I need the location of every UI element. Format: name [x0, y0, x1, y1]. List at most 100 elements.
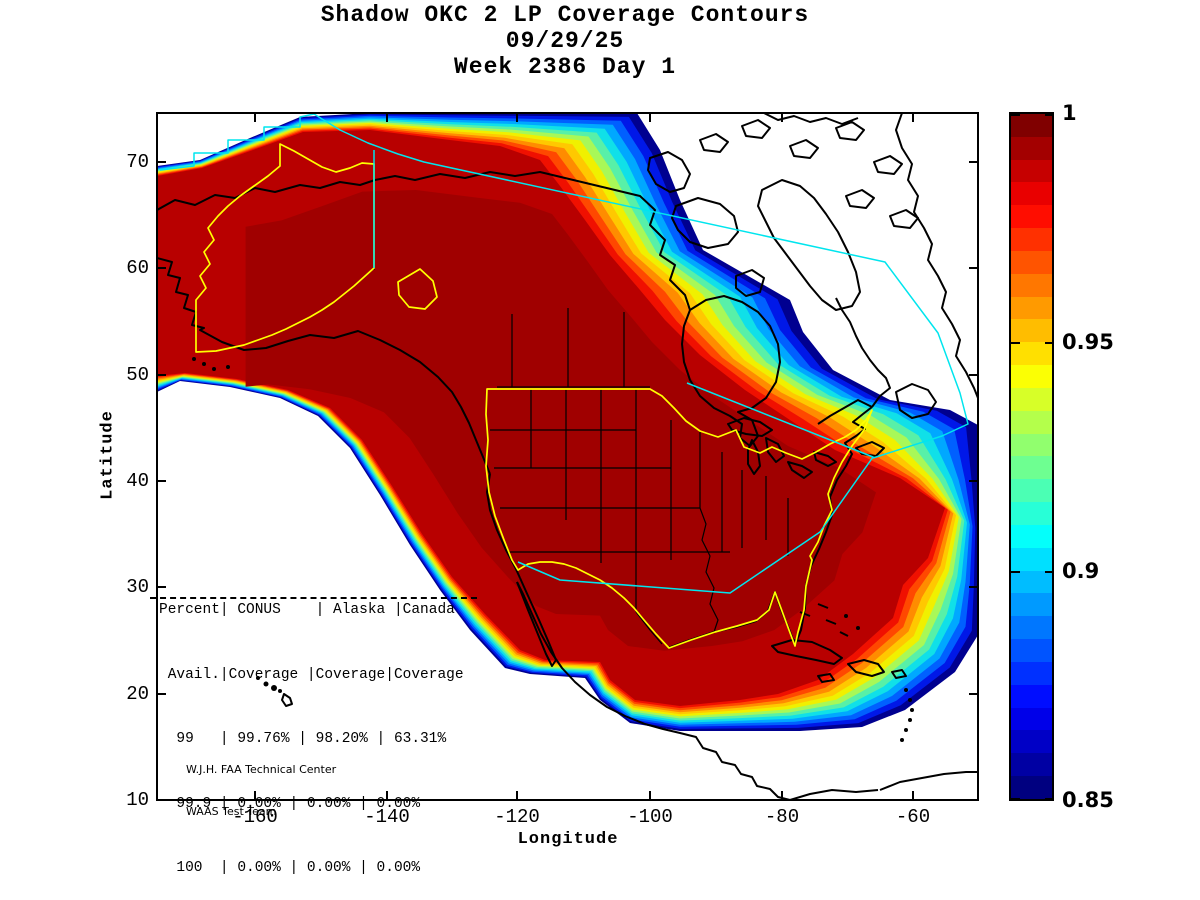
alaska-boundary	[195, 143, 375, 353]
colorbar-step	[1011, 136, 1052, 160]
y-tick-label: 60	[126, 257, 149, 279]
colorbar-step	[1011, 707, 1052, 731]
coastline	[889, 209, 919, 229]
coastline	[835, 121, 865, 141]
colorbar-step	[1011, 456, 1052, 480]
coastline	[895, 383, 937, 419]
stats-row-100: 100 | 0.00% | 0.00% | 0.00%	[159, 860, 421, 876]
colorbar-tick-label: 0.85	[1062, 788, 1114, 812]
island-dots-dot	[844, 614, 848, 618]
island-dots-dot	[904, 728, 908, 732]
coastline	[817, 399, 873, 425]
map-overlays	[158, 114, 977, 800]
colorbar-step	[1011, 730, 1052, 754]
x-tick-label: -100	[627, 806, 673, 828]
colorbar-step	[1011, 365, 1052, 388]
colorbar-step	[1011, 661, 1052, 685]
colorbar-step	[1011, 410, 1052, 434]
island-dots-dot	[900, 738, 904, 742]
figure-title: Shadow OKC 2 LP Coverage Contours	[320, 2, 810, 28]
colorbar-tick-label: 1	[1062, 101, 1077, 125]
colorbar-tick-label: 0.9	[1062, 559, 1100, 583]
coastline	[158, 171, 691, 311]
y-tick-label: 50	[126, 364, 149, 386]
axis-tick-marks	[157, 113, 978, 801]
x-tick-label: -60	[895, 806, 931, 828]
colorbar-step	[1011, 684, 1052, 708]
island-dots-dot	[202, 362, 206, 366]
coastline	[158, 257, 491, 475]
stats-header-row2: Avail.|Coverage |Coverage|Coverage	[159, 666, 464, 683]
alaska-boundary	[397, 268, 438, 310]
x-tick-label: -120	[494, 806, 540, 828]
colorbar-step	[1011, 182, 1052, 206]
colorbar-step	[1011, 639, 1052, 662]
conus-boundary	[485, 388, 873, 649]
state-borders	[490, 389, 789, 645]
coastline	[281, 693, 293, 707]
x-tick-label: -140	[364, 806, 410, 828]
colorbar-step	[1011, 547, 1052, 571]
colorbar-step	[1011, 479, 1052, 503]
coastline	[699, 133, 729, 153]
x-tick-label: -80	[764, 806, 800, 828]
coastline	[847, 659, 885, 677]
island-dots-dot	[256, 676, 260, 680]
x-axis-title: Longitude	[517, 830, 619, 849]
coverage-stats-table: Percent| CONUS | Alaska |Canada Avail.|C…	[159, 557, 464, 900]
island-dots-dot	[226, 365, 230, 369]
y-tick-label: 10	[126, 789, 149, 811]
coastline	[516, 581, 791, 800]
colorbar-step	[1011, 593, 1052, 617]
service-volume-line	[159, 114, 969, 459]
y-tick-label: 20	[126, 683, 149, 705]
colorbar-tick-mark	[1011, 114, 1020, 116]
colorbar-step	[1011, 114, 1052, 137]
coastline	[741, 119, 771, 139]
axes-frame	[156, 112, 979, 801]
colorbar-step	[1011, 296, 1052, 320]
coverage-contour-bands	[158, 114, 977, 731]
colorbar-tick-mark	[1045, 798, 1054, 800]
colorbar-step	[1011, 753, 1052, 777]
island-dots-dot	[910, 708, 914, 712]
coastline	[799, 603, 849, 637]
stats-row-99: 99 | 99.76% | 98.20% | 63.31%	[159, 731, 447, 747]
coastline	[873, 155, 903, 175]
island-dots-dot	[908, 718, 912, 722]
island-dots-dot	[212, 367, 216, 371]
island-dots-dot	[263, 681, 269, 687]
colorbar-tick-mark	[1011, 798, 1020, 800]
island-dots-dot	[856, 626, 860, 630]
colorbar-step	[1011, 250, 1052, 274]
island-dots-dot	[278, 689, 282, 693]
figure-week-day: Week 2386 Day 1	[453, 54, 677, 80]
stats-table-divider	[150, 597, 477, 599]
colorbar-step	[1011, 342, 1052, 366]
coastline	[789, 139, 819, 159]
coastline	[763, 114, 859, 125]
colorbar-tick-mark	[1045, 114, 1054, 116]
colorbar-tick-mark	[1011, 571, 1020, 573]
coastline	[895, 114, 977, 399]
stats-row-99-9: 99.9 | 0.00% | 0.00% | 0.00%	[159, 795, 421, 812]
colorbar-step	[1011, 616, 1052, 640]
coastline	[787, 461, 813, 479]
service-volume-line	[517, 382, 874, 594]
y-tick-label: 40	[126, 470, 149, 492]
x-tick-label: -160	[232, 806, 278, 828]
colorbar-step	[1011, 159, 1052, 183]
credit-text: W.J.H. FAA Technical Center WAAS Test Te…	[186, 735, 336, 847]
island-dots-dot	[908, 698, 912, 702]
stats-header-row1: Percent| CONUS | Alaska |Canada	[159, 602, 455, 618]
island-dots-dot	[904, 688, 908, 692]
credit-line1: W.J.H. FAA Technical Center	[186, 763, 337, 776]
colorbar-step	[1011, 205, 1052, 229]
colorbar-step	[1011, 524, 1052, 548]
colorbar-step	[1011, 502, 1052, 525]
colorbar-step	[1011, 319, 1052, 343]
y-tick-label: 70	[126, 151, 149, 173]
contour-core-dark	[245, 190, 877, 651]
colorbar-tick-mark	[1011, 342, 1020, 344]
